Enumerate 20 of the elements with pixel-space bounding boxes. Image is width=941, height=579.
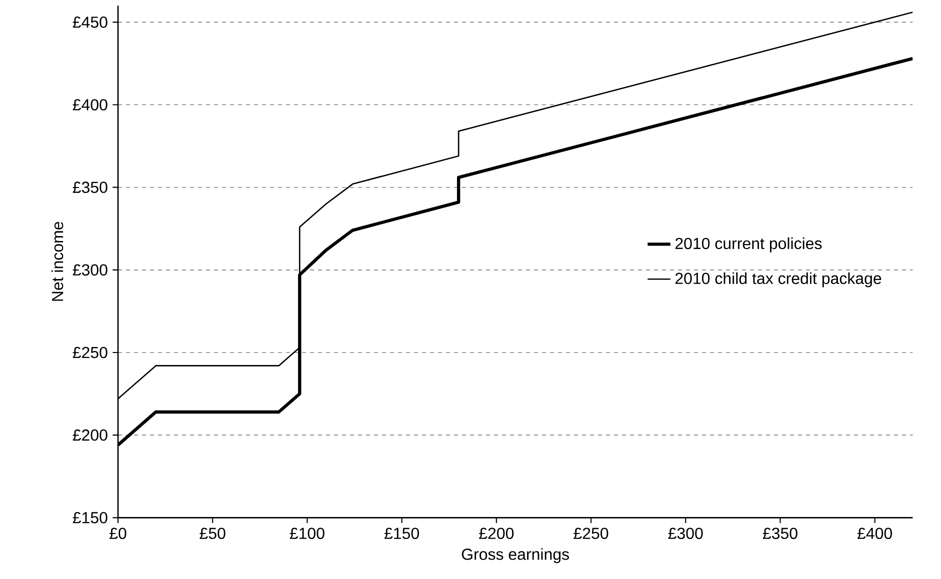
legend-label: 2010 current policies xyxy=(675,237,822,252)
x-tick-label: £300 xyxy=(668,528,703,540)
y-tick-label: £200 xyxy=(72,429,108,441)
x-axis-title: Gross earnings xyxy=(462,548,569,564)
x-tick-label: £200 xyxy=(479,528,514,540)
x-tick-label: £50 xyxy=(200,528,226,540)
y-tick-label: £400 xyxy=(72,99,108,110)
x-tick-label: £250 xyxy=(574,528,608,540)
legend-label: 2010 child tax credit package xyxy=(675,272,882,288)
y-tick-label: £450 xyxy=(72,16,108,28)
x-tick-label: £0 xyxy=(110,528,126,540)
x-tick-label: £350 xyxy=(762,528,798,540)
y-tick-label: £150 xyxy=(72,512,108,524)
y-tick-label: £300 xyxy=(72,264,108,276)
x-tick-label: £100 xyxy=(290,528,324,540)
y-tick-label: £350 xyxy=(72,182,108,193)
x-tick-label: £150 xyxy=(384,528,419,540)
x-tick-label: £400 xyxy=(857,528,892,540)
y-axis-title: Net income xyxy=(51,222,64,301)
y-tick-label: £250 xyxy=(72,346,108,358)
